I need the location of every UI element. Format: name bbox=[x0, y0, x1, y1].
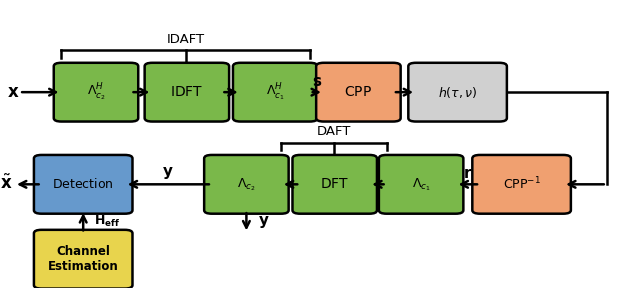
FancyBboxPatch shape bbox=[34, 155, 132, 214]
FancyBboxPatch shape bbox=[54, 63, 138, 122]
Text: $\Lambda^{H}_{c_2}$: $\Lambda^{H}_{c_2}$ bbox=[86, 82, 106, 103]
Text: $\mathbf{s}$: $\mathbf{s}$ bbox=[312, 74, 322, 89]
Text: DAFT: DAFT bbox=[317, 125, 351, 138]
Text: $\Lambda_{c_2}$: $\Lambda_{c_2}$ bbox=[237, 176, 256, 193]
FancyBboxPatch shape bbox=[379, 155, 463, 214]
Text: $\mathrm{IDFT}$: $\mathrm{IDFT}$ bbox=[170, 85, 204, 99]
FancyBboxPatch shape bbox=[292, 155, 377, 214]
Text: IDAFT: IDAFT bbox=[166, 33, 205, 46]
FancyBboxPatch shape bbox=[34, 230, 132, 288]
Text: $\Lambda^{H}_{c_1}$: $\Lambda^{H}_{c_1}$ bbox=[266, 82, 285, 103]
FancyBboxPatch shape bbox=[145, 63, 229, 122]
Text: $\mathrm{CPP}^{-1}$: $\mathrm{CPP}^{-1}$ bbox=[502, 176, 541, 193]
FancyBboxPatch shape bbox=[472, 155, 571, 214]
Text: $\mathrm{Detection}$: $\mathrm{Detection}$ bbox=[52, 177, 114, 191]
FancyBboxPatch shape bbox=[233, 63, 317, 122]
Text: $\Lambda_{c_1}$: $\Lambda_{c_1}$ bbox=[412, 176, 431, 193]
FancyBboxPatch shape bbox=[204, 155, 289, 214]
Text: $\mathbf{x}$: $\mathbf{x}$ bbox=[6, 83, 19, 101]
Text: $\mathbf{H_{eff}}$: $\mathbf{H_{eff}}$ bbox=[95, 214, 120, 229]
Text: $\mathbf{y}$: $\mathbf{y}$ bbox=[163, 165, 174, 181]
Text: $\mathbf{\tilde{x}}$: $\mathbf{\tilde{x}}$ bbox=[0, 175, 13, 194]
Text: $\mathrm{DFT}$: $\mathrm{DFT}$ bbox=[320, 177, 349, 191]
Text: $\mathrm{CPP}$: $\mathrm{CPP}$ bbox=[344, 85, 372, 99]
FancyBboxPatch shape bbox=[408, 63, 507, 122]
Text: Channel
Estimation: Channel Estimation bbox=[48, 245, 118, 273]
Text: $h(\tau,\nu)$: $h(\tau,\nu)$ bbox=[438, 85, 477, 100]
FancyBboxPatch shape bbox=[316, 63, 401, 122]
Text: $\mathbf{r}$: $\mathbf{r}$ bbox=[463, 166, 472, 181]
Text: $\mathbf{y}$: $\mathbf{y}$ bbox=[259, 214, 270, 230]
